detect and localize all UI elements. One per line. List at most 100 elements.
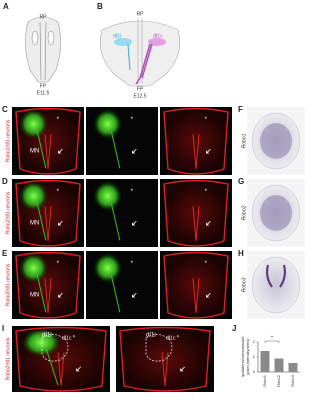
neuron-cluster xyxy=(93,253,122,283)
arrow xyxy=(132,148,137,154)
di1c-label: dI1c xyxy=(62,335,72,341)
commissure xyxy=(44,206,52,242)
commissure xyxy=(161,352,169,387)
asterisk: * xyxy=(131,117,134,123)
panel-letter: B xyxy=(97,2,103,11)
commissure xyxy=(57,352,65,387)
y-tick-label: 2 xyxy=(253,339,256,344)
asterisk: * xyxy=(177,335,180,341)
arrow xyxy=(58,220,63,226)
in-situ-signal xyxy=(260,195,292,231)
schematic-a xyxy=(25,16,61,83)
commissure xyxy=(192,278,200,314)
in-situ-signal xyxy=(266,264,286,288)
di1i-label: dI1i xyxy=(113,33,121,39)
arrow xyxy=(132,220,137,226)
y-tick-label: 0 xyxy=(253,369,256,374)
panel-letter: H xyxy=(238,249,244,258)
di1i-label: dI1i xyxy=(146,333,156,339)
arrow xyxy=(180,366,185,372)
neuron-cluster xyxy=(19,253,48,283)
row-label: Robo1/dI1 neurons xyxy=(5,119,11,162)
panel-letter: A xyxy=(3,2,9,11)
tissue-outline xyxy=(163,107,229,175)
panel-letter: D xyxy=(2,177,8,186)
arrow xyxy=(58,148,63,154)
arrow xyxy=(206,292,211,298)
mn-label: MN xyxy=(30,221,39,227)
panel-letter: J xyxy=(232,324,236,333)
in-situ-section xyxy=(251,256,301,314)
commissure xyxy=(192,206,200,242)
in-situ-signal xyxy=(260,123,292,159)
bar xyxy=(274,358,284,372)
bar xyxy=(288,363,298,372)
commissure xyxy=(44,134,52,170)
significance-label: * xyxy=(271,335,273,341)
axon xyxy=(110,202,121,241)
x-tick-label: Robo3 xyxy=(290,374,295,387)
arrow xyxy=(76,366,81,372)
panel-letter: I xyxy=(2,324,4,333)
commissure xyxy=(44,278,52,314)
panel-letter: C xyxy=(2,105,8,114)
row-label: Robo2/dI1 neurons xyxy=(5,191,11,234)
tissue-outline xyxy=(163,251,229,319)
gene-label: Robo2 xyxy=(241,205,247,220)
commissure xyxy=(192,134,200,170)
tissue-outline xyxy=(163,179,229,247)
asterisk: * xyxy=(131,189,134,195)
rp-label: RP xyxy=(40,14,48,20)
dashed-region xyxy=(145,334,173,362)
panel-letter: E xyxy=(2,249,8,258)
asterisk: * xyxy=(57,117,60,123)
axon xyxy=(110,130,121,169)
figure: A RP FP E11.5 B RP dI1i dI1c FP E12.5 CR… xyxy=(2,2,305,392)
row-label: Robo2/dI1 neurons xyxy=(5,337,11,380)
axon xyxy=(45,348,59,386)
asterisk: * xyxy=(73,335,76,341)
row-label: Robo3/dI1 neurons xyxy=(5,263,11,306)
panel-letter: F xyxy=(238,105,243,114)
axon xyxy=(36,274,47,313)
mn-label: MN xyxy=(30,293,39,299)
asterisk: * xyxy=(131,261,134,267)
arrow xyxy=(132,292,137,298)
y-tick-label: 1 xyxy=(253,354,256,359)
neuron-cluster xyxy=(93,109,122,139)
schematic-b xyxy=(99,18,181,87)
gene-label: Robo1 xyxy=(241,133,247,148)
arrow xyxy=(206,148,211,154)
neuron-cluster xyxy=(19,181,48,211)
gene-label: Robo3 xyxy=(241,277,247,292)
bar xyxy=(260,351,270,372)
y-axis-label: Ipsilateral/commissural(pixel intensity/… xyxy=(240,337,250,378)
tissue-outline xyxy=(119,326,211,392)
fp-label: FP xyxy=(40,83,47,89)
asterisk: * xyxy=(205,117,208,123)
stage-label: E12.5 xyxy=(133,93,146,99)
x-tick-label: Robo2 xyxy=(276,374,281,387)
mn-label: MN xyxy=(30,149,39,155)
arrow xyxy=(206,220,211,226)
neuron-cluster xyxy=(19,109,48,139)
asterisk: * xyxy=(57,189,60,195)
axon xyxy=(110,274,121,313)
neuron-cluster xyxy=(93,181,122,211)
panel-letter: G xyxy=(238,177,244,186)
axon xyxy=(36,202,47,241)
asterisk: * xyxy=(205,189,208,195)
x-tick-label: Robo1 xyxy=(262,374,267,387)
asterisk: * xyxy=(57,261,60,267)
axon xyxy=(36,130,47,169)
di1c-label: dI1c xyxy=(153,33,163,39)
arrow xyxy=(58,292,63,298)
di1c-label: dI1c xyxy=(166,335,176,341)
dashed-region xyxy=(41,334,69,362)
asterisk: * xyxy=(205,261,208,267)
significance-bracket xyxy=(264,340,280,343)
stage-label: E11.5 xyxy=(37,90,50,96)
neuron-cluster xyxy=(21,327,61,358)
di1i-label: dI1i xyxy=(42,333,52,339)
rp-label: RP xyxy=(137,11,145,17)
